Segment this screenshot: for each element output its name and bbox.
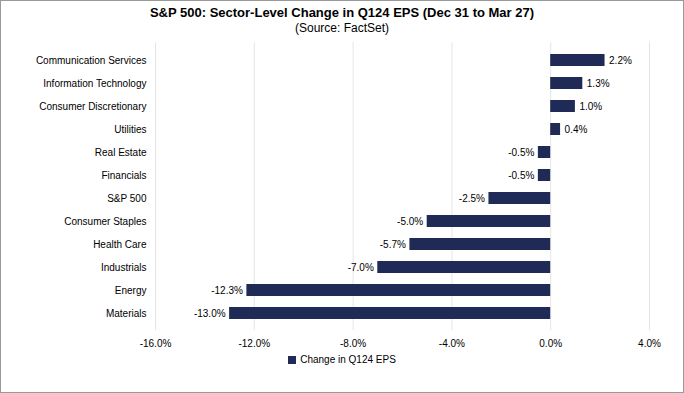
svg-text:Financials: Financials: [101, 170, 146, 181]
svg-text:0.4%: 0.4%: [565, 124, 588, 135]
svg-text:Energy: Energy: [115, 285, 147, 296]
svg-text:-5.7%: -5.7%: [380, 239, 406, 250]
svg-text:Information Technology: Information Technology: [43, 78, 146, 89]
svg-text:2.2%: 2.2%: [609, 55, 632, 66]
svg-text:0.0%: 0.0%: [539, 338, 562, 349]
svg-text:Consumer Discretionary: Consumer Discretionary: [39, 101, 146, 112]
svg-text:4.0%: 4.0%: [638, 338, 661, 349]
svg-text:Materials: Materials: [106, 308, 147, 319]
svg-text:-2.5%: -2.5%: [459, 193, 485, 204]
svg-text:Communication Services: Communication Services: [36, 55, 147, 66]
svg-text:-5.0%: -5.0%: [397, 216, 423, 227]
svg-text:Utilities: Utilities: [114, 124, 146, 135]
html-text:(Source: FactSet): (Source: FactSet): [295, 21, 389, 35]
svg-text:S&P 500: S&P 500: [107, 193, 147, 204]
html-text:Change in Q124 EPS: Change in Q124 EPS: [300, 354, 396, 365]
svg-text:Consumer Staples: Consumer Staples: [64, 216, 146, 227]
svg-text:1.3%: 1.3%: [587, 78, 610, 89]
html-text:S&P 500: Sector-Level Change i: S&P 500: Sector-Level Change in Q124 EPS…: [149, 5, 535, 20]
svg-text:-0.5%: -0.5%: [508, 147, 534, 158]
svg-text:-16.0%: -16.0%: [140, 338, 172, 349]
svg-text:-4.0%: -4.0%: [439, 338, 465, 349]
svg-text:-7.0%: -7.0%: [348, 262, 374, 273]
svg-text:-0.5%: -0.5%: [508, 170, 534, 181]
svg-text:Health Care: Health Care: [93, 239, 147, 250]
svg-text:-12.3%: -12.3%: [211, 285, 243, 296]
svg-text:-12.0%: -12.0%: [238, 338, 270, 349]
svg-text:Real Estate: Real Estate: [95, 147, 147, 158]
svg-text:-8.0%: -8.0%: [340, 338, 366, 349]
svg-text:1.0%: 1.0%: [579, 101, 602, 112]
svg-text:Industrials: Industrials: [101, 262, 147, 273]
svg-text:-13.0%: -13.0%: [194, 308, 226, 319]
